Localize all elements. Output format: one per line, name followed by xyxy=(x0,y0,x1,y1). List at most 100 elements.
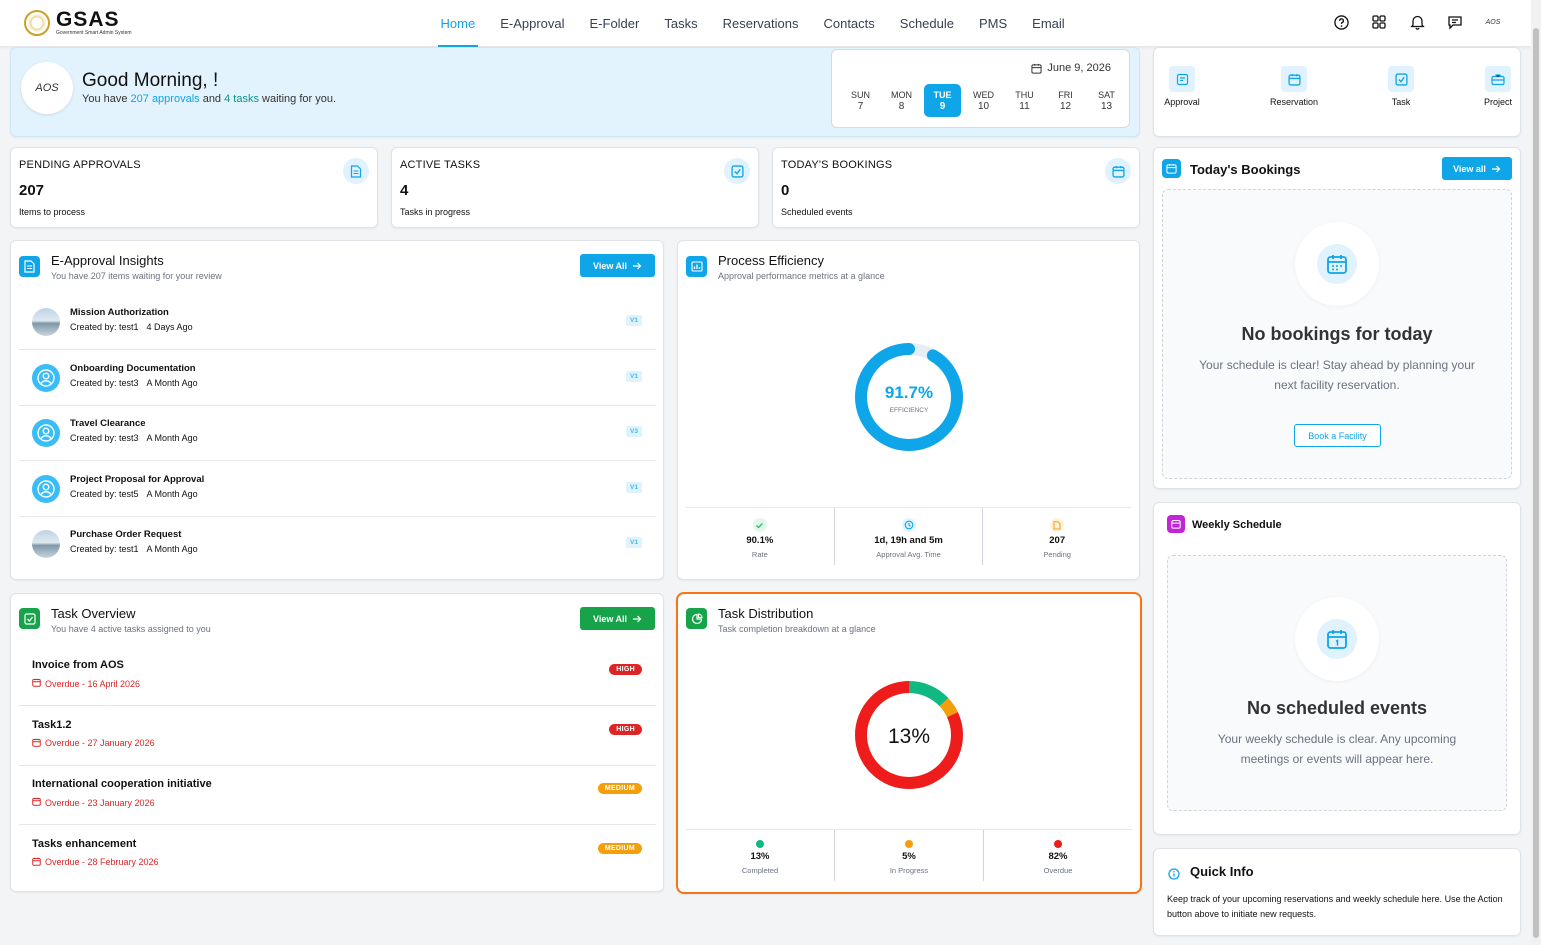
bar-chart-icon xyxy=(686,256,707,277)
approval-insights-title: E-Approval Insights xyxy=(51,253,164,268)
clock-icon xyxy=(901,518,916,532)
calendar-icon xyxy=(1281,66,1307,92)
nav-pms[interactable]: PMS xyxy=(979,16,1008,31)
day-name: WED xyxy=(973,90,994,100)
approval-meta: Created by: test3 A Month Ago xyxy=(70,433,198,443)
version-badge: V3 xyxy=(626,426,642,437)
stat-sub: Items to process xyxy=(19,207,86,217)
bookings-view-all-button[interactable]: View all xyxy=(1442,157,1512,180)
day-number: 7 xyxy=(857,101,864,112)
top-navbar: GSAS Government Smart Admin System Home E… xyxy=(0,0,1531,47)
bell-icon[interactable] xyxy=(1407,12,1427,32)
day-thu[interactable]: THU 11 xyxy=(1004,84,1045,117)
quick-action-reservation[interactable]: Reservation xyxy=(1264,66,1324,107)
quick-info-title: Quick Info xyxy=(1190,864,1254,879)
legend-value: 5% xyxy=(902,851,916,862)
task-due: Overdue - 23 January 2026 xyxy=(32,797,155,808)
task-row[interactable]: International cooperation initiative Over… xyxy=(19,766,656,825)
legend-dot xyxy=(905,840,913,848)
government-seal-icon xyxy=(24,9,50,36)
task-row[interactable]: Task1.2 Overdue - 27 January 2026 HIGH xyxy=(19,707,656,766)
approvals-link[interactable]: 207 approvals xyxy=(130,93,200,105)
approval-row[interactable]: Purchase Order Request Created by: test1 A… xyxy=(19,517,656,572)
approval-row[interactable]: Project Proposal for Approval Created by:… xyxy=(19,462,656,517)
stat-pending-approvals: PENDING APPROVALS 207 Items to process xyxy=(10,147,378,228)
app-logo[interactable]: GSAS Government Smart Admin System xyxy=(24,9,132,36)
task-row[interactable]: Invoice from AOS Overdue - 16 April 2026 H… xyxy=(19,647,656,706)
todays-bookings-card: Today's Bookings View all No bookings fo… xyxy=(1153,147,1521,489)
priority-badge: MEDIUM xyxy=(597,783,642,794)
approval-title: Travel Clearance xyxy=(70,418,146,429)
apps-grid-icon[interactable] xyxy=(1369,12,1389,32)
approvals-view-all-button[interactable]: View All xyxy=(580,254,655,277)
day-wed[interactable]: WED 10 xyxy=(963,84,1004,117)
task-row[interactable]: Tasks enhancement Overdue - 28 February 2… xyxy=(19,826,656,885)
nav-email[interactable]: Email xyxy=(1032,16,1065,31)
day-name: TUE xyxy=(933,90,952,100)
quick-action-task[interactable]: Task xyxy=(1371,66,1431,107)
day-mon[interactable]: MON 8 xyxy=(881,84,922,117)
nav-reservations[interactable]: Reservations xyxy=(722,16,799,31)
legend-value: 82% xyxy=(1048,851,1068,862)
bookings-title: Today's Bookings xyxy=(1190,162,1301,177)
priority-badge: HIGH xyxy=(609,723,642,735)
book-facility-button[interactable]: Book a Facility xyxy=(1294,424,1381,447)
nav-schedule[interactable]: Schedule xyxy=(899,16,954,31)
approval-title: Purchase Order Request xyxy=(70,529,182,540)
scrollbar-thumb[interactable] xyxy=(1533,28,1539,938)
nav-home[interactable]: Home xyxy=(428,0,488,47)
day-fri[interactable]: FRI 12 xyxy=(1045,84,1086,117)
arrow-right-icon xyxy=(633,615,642,622)
approval-meta: Created by: test3 A Month Ago xyxy=(70,377,198,388)
user-menu[interactable]: AOS xyxy=(1485,18,1501,26)
quick-action-approval[interactable]: Approval xyxy=(1152,66,1212,107)
approval-row[interactable]: Onboarding Documentation Created by: test… xyxy=(19,351,656,406)
user-avatar-icon xyxy=(32,474,60,503)
efficiency-arc xyxy=(855,343,963,451)
day-sat[interactable]: SAT 13 xyxy=(1086,84,1127,117)
quick-action-label: Task xyxy=(1391,97,1411,107)
day-sun[interactable]: SUN 7 xyxy=(840,84,881,117)
metric-value: 1d, 19h and 5m xyxy=(874,535,943,546)
arrow-right-icon xyxy=(1491,165,1501,172)
efficiency-label: EFFICIENCY xyxy=(890,407,929,414)
task-title: International cooperation initiative xyxy=(32,778,212,790)
tasks-view-all-button[interactable]: View All xyxy=(580,607,655,630)
page-scrollbar[interactable] xyxy=(1531,0,1541,945)
welcome-banner: AOS Good Morning, ! You have 207 approva… xyxy=(10,47,1140,137)
quick-action-label: Reservation xyxy=(1269,97,1319,107)
quick-info-text: Keep track of your upcoming reservations… xyxy=(1167,894,1503,919)
nav-contacts[interactable]: Contacts xyxy=(823,16,875,31)
efficiency-subtitle: Approval performance metrics at a glance xyxy=(718,271,885,281)
legend-label: Completed xyxy=(741,866,779,875)
user-avatar-icon xyxy=(32,363,60,392)
approval-row[interactable]: Mission Authorization Created by: test1 4 … xyxy=(19,295,656,350)
day-number: 8 xyxy=(898,101,905,112)
help-icon[interactable] xyxy=(1331,12,1351,32)
message-icon[interactable] xyxy=(1445,12,1465,32)
logo-title: GSAS xyxy=(56,8,120,31)
task-distribution-card: Task Distribution Task completion breakd… xyxy=(676,592,1142,894)
quick-action-project[interactable]: Project xyxy=(1468,66,1528,107)
greeting-title: Good Morning, ! xyxy=(82,70,219,91)
nav-tasks[interactable]: Tasks xyxy=(664,16,698,31)
main-nav: Home E-Approval E-Folder Tasks Reservations C… xyxy=(428,0,1077,47)
version-badge: V1 xyxy=(626,370,642,382)
tasks-link[interactable]: 4 tasks xyxy=(224,93,259,105)
day-name: FRI xyxy=(1058,90,1073,100)
nav-e-folder[interactable]: E-Folder xyxy=(589,16,640,31)
pie-chart-icon xyxy=(686,608,707,629)
efficiency-metric: 90.1% Rate xyxy=(686,508,834,565)
approval-row[interactable]: Travel Clearance Created by: test3 A Month… xyxy=(19,406,656,461)
day-tue[interactable]: TUE 9 xyxy=(924,84,961,117)
calendar-icon xyxy=(1031,63,1042,74)
process-efficiency-card: Process Efficiency Approval performance … xyxy=(677,240,1140,580)
legend-dot xyxy=(1054,840,1062,848)
day-name: THU xyxy=(1015,90,1034,100)
distribution-legend-item: 13% Completed xyxy=(686,830,834,881)
nav-e-approval[interactable]: E-Approval xyxy=(500,16,565,31)
day-number: 13 xyxy=(1100,101,1113,112)
stat-active-tasks: ACTIVE TASKS 4 Tasks in progress xyxy=(391,147,759,228)
approval-meta: Created by: test5 A Month Ago xyxy=(70,488,198,499)
quick-action-label: Approval xyxy=(1164,97,1200,107)
